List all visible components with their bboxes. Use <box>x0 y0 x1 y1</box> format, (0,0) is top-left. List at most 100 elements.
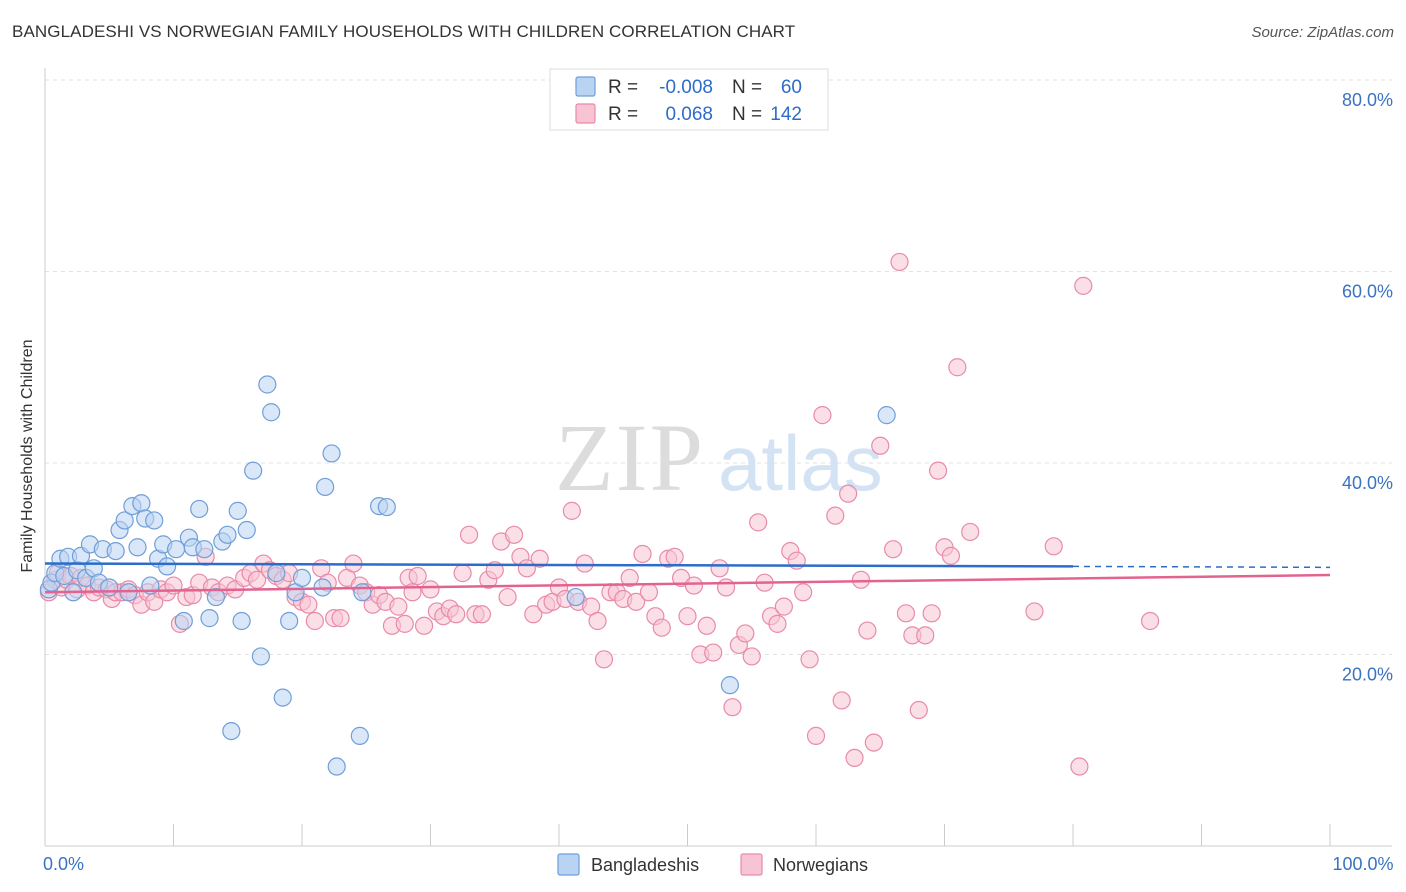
bangladeshi-point-55 <box>350 726 369 745</box>
y-tick-label-40: 40.0% <box>1342 473 1393 493</box>
bangladeshi-point-21 <box>132 494 151 513</box>
bangladeshi-point-29 <box>174 611 193 631</box>
bangladeshi-point-32 <box>190 499 209 519</box>
watermark-zip: ZIP <box>555 404 705 511</box>
bangladeshi-point-61 <box>877 406 896 425</box>
norwegians-points <box>39 252 1160 776</box>
bangladeshi-point-45 <box>262 403 281 422</box>
bangladeshi-point-53 <box>322 444 341 463</box>
norwegian-point-79 <box>530 549 549 568</box>
norwegian-point-100 <box>665 547 684 566</box>
norwegian-point-107 <box>710 559 729 578</box>
bottom-legend-label-norwegians: Norwegians <box>773 855 868 875</box>
bangladeshi-point-58 <box>377 497 396 517</box>
x-tick-label-0: 0.0% <box>43 854 84 874</box>
norwegian-point-113 <box>749 513 768 532</box>
norwegian-point-139 <box>928 461 948 480</box>
bangladeshi-point-42 <box>244 461 263 480</box>
norwegian-point-123 <box>813 406 832 425</box>
source-label: Source: ZipAtlas.com <box>1251 24 1394 41</box>
bangladeshi-point-44 <box>258 375 277 394</box>
norwegian-point-66 <box>447 605 466 624</box>
bangladeshi-point-43 <box>251 647 270 666</box>
bangladeshi-point-20 <box>128 538 147 557</box>
norwegian-point-67 <box>453 564 472 583</box>
y-tick-label-20: 20.0% <box>1342 665 1393 685</box>
bangladeshis-trend-extension <box>1072 565 1331 569</box>
y-tick-labels: 20.0% 40.0% 60.0% 80.0% <box>1342 90 1393 685</box>
bottom-legend-swatch-pink <box>740 853 763 876</box>
x-tick-labels: 0.0% 100.0% <box>43 854 1394 874</box>
bangladeshi-point-33 <box>195 540 214 559</box>
bottom-legend: Bangladeshis Norwegians <box>557 853 868 876</box>
norwegian-point-127 <box>845 748 864 768</box>
legend-r-value-1: -0.008 <box>659 77 713 98</box>
norwegian-point-108 <box>716 578 736 597</box>
watermark: ZIP atlas <box>555 404 883 511</box>
norwegian-point-148 <box>1140 611 1160 631</box>
norwegian-point-126 <box>839 484 858 503</box>
norwegian-point-129 <box>858 621 877 640</box>
legend-n-label-2: N = <box>732 104 762 125</box>
norwegian-point-132 <box>883 540 903 559</box>
legend-n-value-2: 142 <box>770 104 802 125</box>
norwegian-point-96 <box>639 583 659 602</box>
norwegian-point-125 <box>832 691 851 710</box>
y-tick-label-80: 80.0% <box>1342 90 1393 110</box>
bangladeshi-point-52 <box>316 477 335 497</box>
norwegian-point-94 <box>626 592 646 611</box>
norwegian-point-98 <box>652 618 671 637</box>
norwegian-point-144 <box>1025 602 1044 621</box>
norwegian-point-111 <box>736 624 755 643</box>
norwegian-point-142 <box>948 358 967 377</box>
bangladeshi-point-34 <box>200 609 219 628</box>
norwegian-point-60 <box>408 566 427 586</box>
bangladeshi-point-17 <box>115 511 134 530</box>
bangladeshi-point-46 <box>267 564 286 583</box>
norwegian-point-122 <box>806 726 826 745</box>
watermark-atlas: atlas <box>718 419 883 507</box>
norwegian-point-106 <box>704 643 723 662</box>
legend-swatch-pink <box>575 103 596 124</box>
legend-swatch-blue <box>575 76 596 97</box>
bangladeshi-point-60 <box>720 676 740 695</box>
norwegian-point-95 <box>633 544 652 564</box>
norwegian-point-133 <box>890 252 909 272</box>
norwegian-point-146 <box>1070 757 1089 776</box>
norwegian-point-68 <box>459 525 479 544</box>
norwegian-point-120 <box>794 583 813 602</box>
x-ticks <box>44 824 1331 846</box>
norwegian-point-93 <box>620 568 639 588</box>
bangladeshi-point-15 <box>106 541 125 561</box>
y-tick-label-60: 60.0% <box>1342 282 1393 302</box>
axes <box>44 68 1392 847</box>
legend-box <box>549 68 829 131</box>
norwegian-point-136 <box>909 700 928 720</box>
legend-r-label-1: R = <box>608 77 638 98</box>
norwegians-trend-line <box>44 573 1331 594</box>
norwegian-point-61 <box>414 616 434 635</box>
norwegian-point-137 <box>916 626 935 645</box>
bangladeshi-point-39 <box>228 501 247 520</box>
legend-r-value-2: 0.068 <box>665 104 713 125</box>
bangladeshi-point-48 <box>280 611 299 631</box>
bangladeshi-point-59 <box>566 587 585 607</box>
norwegian-point-105 <box>697 616 716 635</box>
bangladeshi-point-24 <box>145 511 164 530</box>
norwegian-point-147 <box>1074 276 1093 295</box>
norwegian-point-78 <box>524 605 543 624</box>
norwegian-point-131 <box>871 436 890 455</box>
norwegian-point-86 <box>575 554 594 573</box>
bangladeshi-point-54 <box>327 757 346 776</box>
bangladeshi-point-38 <box>222 721 241 741</box>
norwegian-point-84 <box>562 501 581 520</box>
bottom-legend-label-bangladeshis: Bangladeshis <box>591 855 699 875</box>
norwegian-point-143 <box>961 522 980 542</box>
norwegian-point-88 <box>588 611 607 631</box>
bangladeshi-point-35 <box>206 587 226 607</box>
legend-n-label-1: N = <box>732 77 762 98</box>
norwegian-point-89 <box>594 650 614 669</box>
norwegian-point-43 <box>305 611 324 631</box>
bangladeshi-point-40 <box>232 611 251 631</box>
norwegian-point-134 <box>896 604 916 623</box>
